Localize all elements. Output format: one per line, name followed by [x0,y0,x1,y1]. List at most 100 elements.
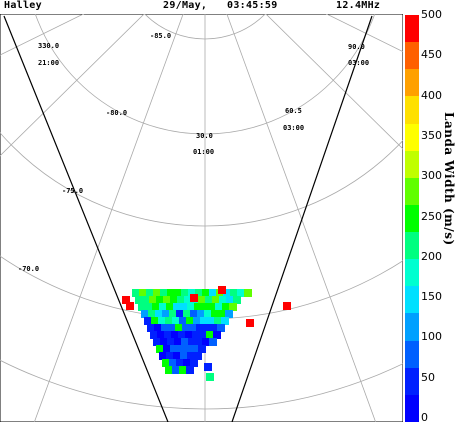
scatter-cell [174,289,182,297]
scatter-cell [159,352,167,360]
scatter-cell [223,289,231,297]
radar-fan-plot: 330.0 21:00 -85.0 90.0 03:00 -80.0 60.5 … [0,14,403,422]
colorbar [405,15,419,423]
station-name: Halley [4,0,42,11]
scatter-cell [202,338,210,346]
scatter-cell [213,331,221,339]
colorbar-tick-label: 150 [421,290,442,304]
meridian [226,14,377,422]
scatter-cell [187,352,195,360]
scatter-cell [122,296,130,304]
frequency-label: 12.4MHz [336,0,381,11]
colorbar-swatch [405,177,419,206]
scatter-cells [122,286,291,381]
scatter-cell [145,303,153,311]
scatter-cell [182,324,190,332]
scatter-cell [178,331,186,339]
scatter-cell [246,319,254,327]
scatter-cell [200,317,208,325]
scatter-cell [187,303,195,311]
grid-label-mlt: 03:00 [348,59,369,67]
scatter-cell [206,373,214,381]
scatter-cell [162,310,170,318]
grid-label-mlt: 21:00 [38,59,59,67]
scatter-cell [230,289,238,297]
scatter-cell [166,303,174,311]
scatter-cell [153,338,161,346]
scatter-cell [146,289,154,297]
scatter-cell [226,296,234,304]
scatter-cell [225,310,233,318]
date-label: 29/May, [163,0,208,11]
scatter-cell [188,289,196,297]
scatter-cell [184,345,192,353]
scatter-cell [190,294,198,302]
scatter-cell [170,345,178,353]
grid-label-mlt: 01:00 [193,148,214,156]
scatter-cell [180,303,188,311]
meridian [0,14,85,56]
scatter-cell [142,296,150,304]
scatter-cell [148,310,156,318]
meridian [0,14,145,157]
scatter-cell [172,366,180,374]
scatter-cell [170,296,178,304]
scatter-cell [211,310,219,318]
scatter-cell [168,324,176,332]
plot-header: Halley 29/May, 03:45:59 12.4MHz [0,0,403,14]
scatter-cell [201,303,209,311]
scatter-cell [181,289,189,297]
colorbar-title-text: Landa Width (m/s) [442,112,456,246]
colorbar-swatch [405,42,419,70]
scatter-cell [167,338,175,346]
scatter-cell [173,352,181,360]
scatter-cell [195,338,203,346]
scatter-cell [218,310,226,318]
scatter-cell [179,366,187,374]
scatter-cell [171,331,179,339]
colorbar-tick-label: 350 [421,128,442,142]
scatter-cell [149,296,157,304]
time-label: 03:45:59 [227,0,278,11]
scatter-cell [173,303,181,311]
colorbar-swatch [405,340,419,369]
colorbar-swatch [405,204,419,233]
scatter-cell [156,296,164,304]
scatter-cell [169,359,177,367]
scatter-cell [193,317,201,325]
scatter-cell [169,310,177,318]
scatter-cell [209,289,217,297]
scatter-cell [166,352,174,360]
colorbar-tick-label: 500 [421,8,442,21]
colorbar-tick-label: 300 [421,169,442,183]
scatter-cell [197,310,205,318]
scatter-cell [139,289,147,297]
meridian [265,14,403,150]
grid-label-lon: 60.5 [285,107,302,115]
meridian [325,14,403,53]
scatter-cell [229,303,237,311]
scatter-cell [219,296,227,304]
grid-label-lon: 90.0 [348,43,365,51]
colorbar-swatch [405,232,419,260]
scatter-cell [183,359,191,367]
colorbar-tick-label: 100 [421,330,442,344]
scatter-cell [177,345,185,353]
colorbar-swatch [405,394,419,423]
scatter-cell [237,289,245,297]
scatter-cell [156,345,164,353]
scatter-cell [184,296,192,304]
scatter-cell [215,303,223,311]
scatter-cell [191,345,199,353]
scatter-cell [233,296,241,304]
grid-label-lat: -85.0 [150,32,171,40]
scatter-cell [144,317,152,325]
scatter-cell [172,317,180,325]
scatter-cell [198,296,206,304]
colorbar-swatch [405,15,419,43]
scatter-cell [155,310,163,318]
grid-label-lat: -75.0 [62,187,83,195]
grid-label-lon: 330.0 [38,42,59,50]
colorbar-tick-label: 450 [421,48,442,62]
colorbar-swatch [405,313,419,342]
